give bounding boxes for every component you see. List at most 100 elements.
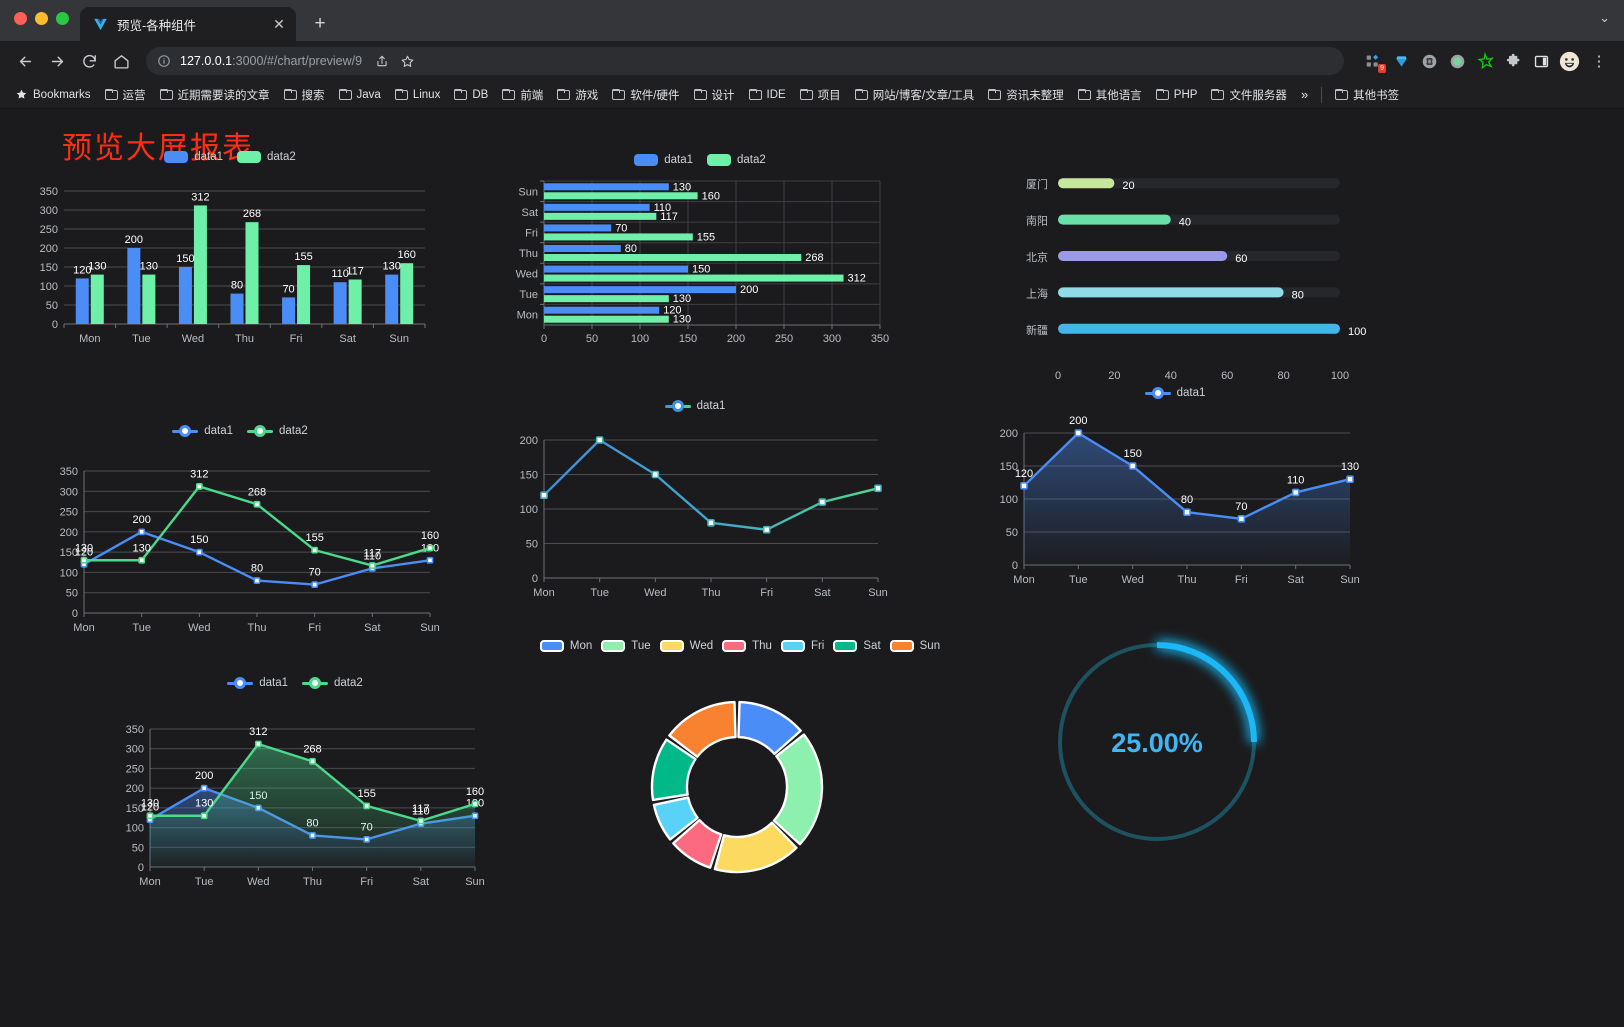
legend-item[interactable]: Thu: [722, 640, 772, 652]
bar[interactable]: [127, 248, 141, 324]
legend-item[interactable]: data2: [237, 151, 296, 163]
maximize-window-button[interactable]: [56, 12, 69, 25]
bookmark-item-5[interactable]: Linux: [389, 86, 447, 104]
data-point[interactable]: [309, 757, 316, 765]
profile-avatar[interactable]: [1556, 48, 1582, 74]
bar[interactable]: [544, 286, 736, 294]
bookmark-item-15[interactable]: 其他语言: [1072, 84, 1148, 106]
bar[interactable]: [90, 274, 104, 324]
bar[interactable]: [348, 279, 362, 324]
data-point[interactable]: [311, 546, 319, 554]
bookmark-item-17[interactable]: 文件服务器: [1205, 84, 1293, 106]
legend-item[interactable]: Sat: [833, 640, 881, 652]
sidepanel-icon[interactable]: [1528, 48, 1554, 74]
browser-tab[interactable]: 预览-各种组件 ✕: [80, 7, 296, 41]
legend-item[interactable]: data1: [1144, 387, 1205, 399]
bar[interactable]: [297, 265, 311, 324]
bookmark-item-4[interactable]: Java: [333, 86, 387, 104]
bar[interactable]: [544, 245, 621, 252]
data-point[interactable]: [1020, 482, 1028, 490]
progress-fill[interactable]: [1058, 323, 1340, 334]
reload-button[interactable]: [74, 46, 104, 76]
data-point[interactable]: [818, 498, 827, 506]
donut-segment[interactable]: [772, 733, 824, 846]
puzzle-ext-icon[interactable]: [1500, 48, 1526, 74]
bar[interactable]: [544, 212, 657, 220]
data-point[interactable]: [146, 812, 154, 820]
legend-item[interactable]: Sun: [889, 640, 940, 652]
close-window-button[interactable]: [14, 12, 27, 25]
data-point[interactable]: [1074, 429, 1083, 437]
bar[interactable]: [193, 205, 207, 324]
data-point[interactable]: [426, 544, 434, 552]
bookmark-item-2[interactable]: 近期需要读的文章: [154, 84, 276, 106]
data-point[interactable]: [417, 817, 425, 825]
bar[interactable]: [142, 274, 156, 324]
bar[interactable]: [385, 274, 399, 324]
command-ext-icon[interactable]: [1416, 48, 1442, 74]
donut-segment[interactable]: [652, 796, 699, 841]
bar[interactable]: [75, 278, 89, 324]
bookmark-item-10[interactable]: 设计: [688, 84, 741, 106]
legend-item[interactable]: data1: [664, 400, 725, 412]
legend-item[interactable]: data1: [227, 677, 288, 689]
bookmark-item-6[interactable]: DB: [448, 86, 494, 104]
bookmark-item-13[interactable]: 网站/博客/文章/工具: [849, 84, 981, 106]
data-point[interactable]: [707, 519, 715, 527]
legend-item[interactable]: data2: [302, 677, 363, 689]
data-point[interactable]: [254, 740, 262, 748]
data-point[interactable]: [138, 528, 146, 536]
bar[interactable]: [230, 293, 244, 324]
donut-segment[interactable]: [672, 818, 723, 869]
data-point[interactable]: [80, 556, 88, 564]
data-point[interactable]: [1128, 462, 1137, 470]
legend-item[interactable]: data1: [172, 425, 233, 437]
legend-item[interactable]: Wed: [659, 640, 713, 652]
data-point[interactable]: [595, 436, 604, 444]
share-icon[interactable]: [371, 50, 393, 72]
data-point[interactable]: [1291, 488, 1300, 497]
bar[interactable]: [544, 192, 698, 200]
legend-item[interactable]: data1: [164, 151, 223, 163]
data-point[interactable]: [363, 802, 371, 810]
bookmark-star-icon[interactable]: [396, 50, 418, 72]
data-point[interactable]: [874, 484, 882, 493]
bar[interactable]: [282, 297, 296, 324]
bar[interactable]: [400, 263, 414, 324]
bar[interactable]: [544, 233, 693, 241]
progress-fill[interactable]: [1058, 178, 1115, 189]
donut-segment[interactable]: [668, 700, 737, 758]
forward-button[interactable]: [42, 46, 72, 76]
bookmark-item-11[interactable]: IDE: [743, 86, 792, 104]
data-point[interactable]: [138, 556, 146, 564]
bookmark-item-16[interactable]: PHP: [1150, 86, 1204, 104]
legend-item[interactable]: data2: [247, 425, 308, 437]
data-point[interactable]: [368, 562, 376, 569]
data-point[interactable]: [540, 491, 548, 499]
data-point[interactable]: [651, 470, 660, 479]
data-point[interactable]: [195, 483, 203, 490]
bookmarks-overflow-button[interactable]: »: [1300, 87, 1309, 102]
data-point[interactable]: [1183, 508, 1191, 516]
donut-segment[interactable]: [650, 738, 697, 802]
data-line[interactable]: [542, 438, 880, 531]
site-info-icon[interactable]: [157, 54, 171, 68]
progress-fill[interactable]: [1058, 287, 1284, 298]
circle-ext-icon[interactable]: [1444, 48, 1470, 74]
bar[interactable]: [544, 306, 660, 314]
bar[interactable]: [178, 267, 192, 324]
progress-fill[interactable]: [1058, 251, 1228, 261]
bar[interactable]: [544, 254, 802, 261]
gauge-progress[interactable]: [1156, 642, 1257, 743]
chevron-down-icon[interactable]: ⌄: [1599, 10, 1610, 25]
legend-item[interactable]: data1: [634, 154, 693, 166]
data-point[interactable]: [195, 548, 203, 556]
bar[interactable]: [544, 224, 612, 232]
progress-fill[interactable]: [1058, 214, 1171, 225]
legend-item[interactable]: Fri: [780, 640, 824, 652]
data-point[interactable]: [253, 577, 261, 584]
bookmark-item-1[interactable]: 运营: [99, 84, 152, 106]
bookmark-item-14[interactable]: 资讯未整理: [982, 84, 1070, 106]
bar[interactable]: [544, 203, 650, 211]
data-point[interactable]: [762, 525, 771, 534]
